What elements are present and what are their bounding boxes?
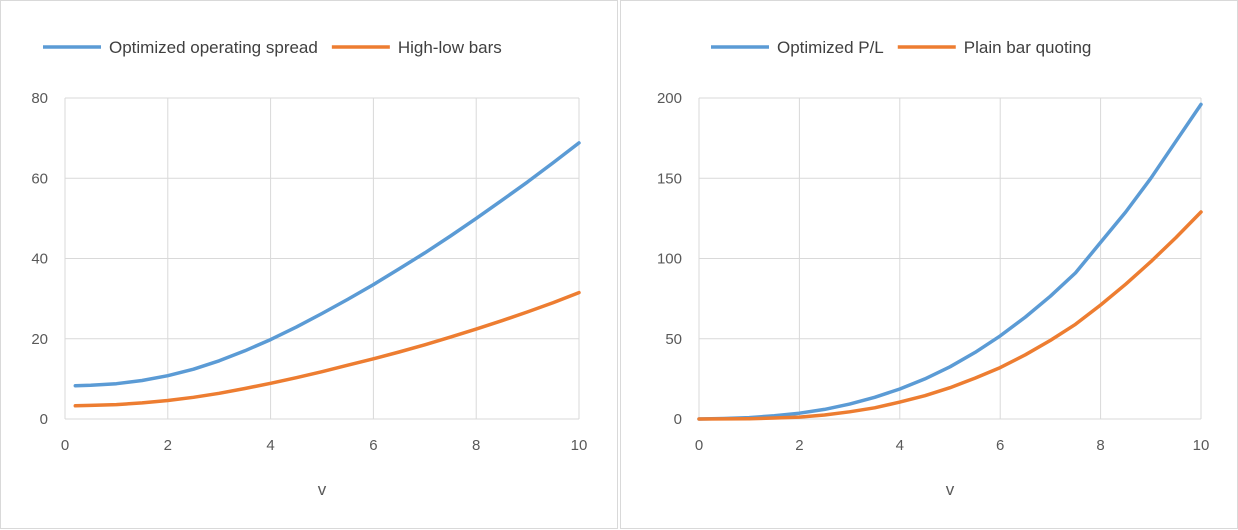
legend-label: Plain bar quoting [964, 38, 1092, 57]
x-tick-label: 4 [896, 437, 904, 454]
series-line-1 [73, 141, 581, 388]
x-tick-label: 10 [571, 437, 588, 454]
y-tick-label: 0 [40, 411, 48, 428]
x-tick-label: 4 [266, 437, 274, 454]
x-axis-title: v [318, 480, 327, 499]
y-tick-label: 60 [31, 170, 48, 187]
series-line-1 [697, 102, 1203, 421]
x-tick-label: 2 [164, 437, 172, 454]
x-tick-label: 0 [695, 437, 703, 454]
x-tick-label: 0 [61, 437, 69, 454]
series-line-2 [73, 290, 581, 408]
y-tick-label: 40 [31, 251, 48, 268]
legend-label: High-low bars [398, 38, 502, 57]
y-tick-label: 0 [674, 411, 682, 428]
y-tick-label: 150 [657, 170, 682, 187]
y-tick-label: 20 [31, 331, 48, 348]
legend-label: Optimized operating spread [109, 38, 318, 57]
x-tick-label: 6 [996, 437, 1004, 454]
x-tick-label: 10 [1193, 437, 1210, 454]
chart-panel-left: 0 2 4 6 8 10 0 20 40 60 80 v Optimized operating spr… [0, 0, 618, 529]
chart-panel-right: 0 2 4 6 8 10 0 50 100 150 200 v Optimized P/L Plain b… [620, 0, 1238, 529]
legend-label: Optimized P/L [777, 38, 884, 57]
y-tick-label: 200 [657, 90, 682, 107]
x-tick-label: 6 [369, 437, 377, 454]
series-line-2 [697, 210, 1203, 421]
x-tick-label: 8 [1096, 437, 1104, 454]
x-tick-label: 2 [795, 437, 803, 454]
y-tick-label: 50 [665, 331, 682, 348]
chart-left: 0 2 4 6 8 10 0 20 40 60 80 v Optimized operating spr… [31, 38, 588, 499]
x-axis-title: v [946, 480, 955, 499]
x-tick-label: 8 [472, 437, 480, 454]
y-tick-label: 80 [31, 90, 48, 107]
y-tick-label: 100 [657, 251, 682, 268]
